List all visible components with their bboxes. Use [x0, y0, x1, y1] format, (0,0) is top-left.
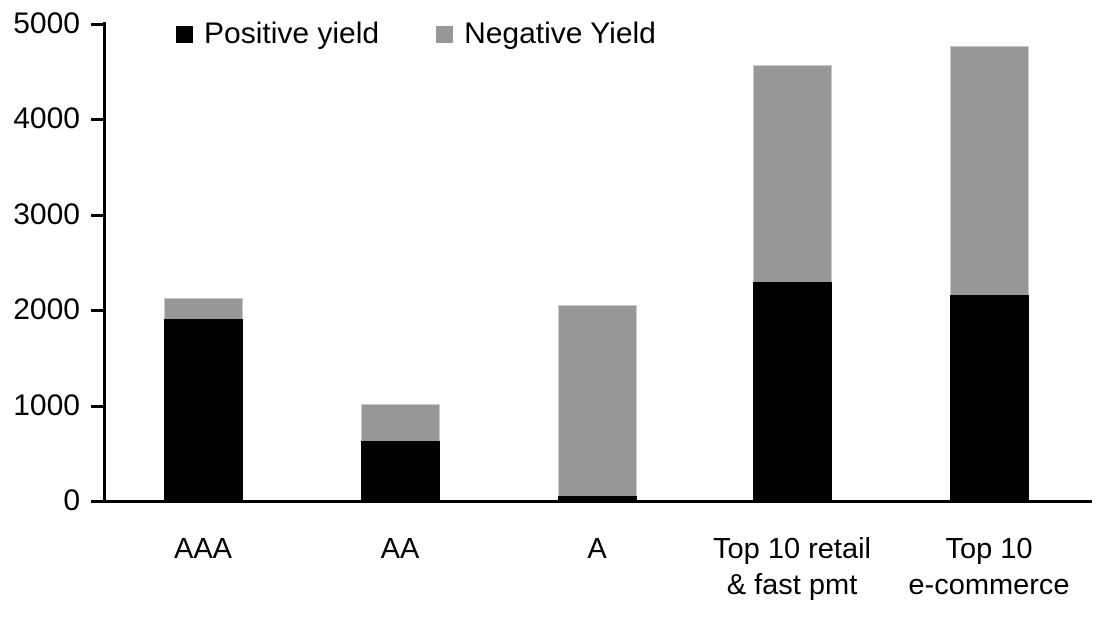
bar-segment-negative-yield — [163, 297, 243, 319]
bar-segment-negative-yield — [949, 45, 1029, 295]
y-tick-mark — [91, 404, 104, 408]
bar-segment-positive-yield — [557, 496, 637, 500]
legend-label-positive-yield: Positive yield — [204, 17, 380, 50]
x-category-label: Top 10 e-commerce — [849, 531, 1102, 603]
bar-segment-negative-yield — [360, 403, 440, 441]
bar-group-top-10-retail-fast-pmt — [752, 0, 832, 500]
y-tick-label: 3000 — [13, 197, 80, 231]
x-category-label-line: e-commerce — [908, 569, 1070, 601]
y-tick-mark — [91, 213, 104, 217]
legend-item-negative-yield: Negative Yield — [436, 17, 656, 51]
x-category-label-line: AAA — [173, 533, 233, 565]
y-tick-label: 0 — [63, 484, 80, 517]
x-category-label-line: AA — [380, 533, 420, 565]
x-axis — [91, 500, 1092, 503]
bar-segment-positive-yield — [360, 440, 440, 500]
y-tick-label: 4000 — [13, 102, 80, 136]
y-tick-mark — [91, 23, 104, 26]
legend-label-negative-yield: Negative Yield — [464, 17, 656, 50]
chart-legend: Positive yield Negative Yield — [176, 17, 656, 51]
positive-yield-swatch-icon — [176, 25, 193, 43]
x-category-label-line: Top 10 retail — [713, 533, 871, 565]
bar-segment-negative-yield — [557, 305, 637, 497]
bar-segment-positive-yield — [949, 294, 1029, 500]
x-category-label: A — [457, 531, 737, 567]
y-tick-mark — [91, 118, 104, 122]
bar-group-aaa — [163, 0, 243, 500]
bar-segment-positive-yield — [163, 318, 243, 500]
legend-item-positive-yield: Positive yield — [176, 17, 379, 51]
x-category-label: AA — [260, 531, 540, 567]
x-category-label: AAA — [63, 531, 343, 567]
y-tick-mark — [91, 309, 104, 313]
y-axis — [103, 22, 106, 503]
y-tick-label: 5000 — [13, 7, 80, 40]
y-tick-label: 1000 — [13, 388, 80, 422]
bar-segment-negative-yield — [752, 64, 832, 282]
y-tick-label: 2000 — [13, 293, 80, 327]
bar-group-aa — [360, 0, 440, 500]
x-category-label-line: Top 10 — [945, 533, 1033, 565]
x-category-label-line: & fast pmt — [726, 569, 858, 601]
bar-group-a — [557, 0, 637, 500]
bar-group-top-10-e-commerce — [949, 0, 1029, 500]
x-category-label: Top 10 retail & fast pmt — [652, 531, 932, 603]
x-category-label-line: A — [587, 533, 607, 565]
bar-segment-positive-yield — [752, 281, 832, 500]
negative-yield-swatch-icon — [436, 25, 454, 43]
